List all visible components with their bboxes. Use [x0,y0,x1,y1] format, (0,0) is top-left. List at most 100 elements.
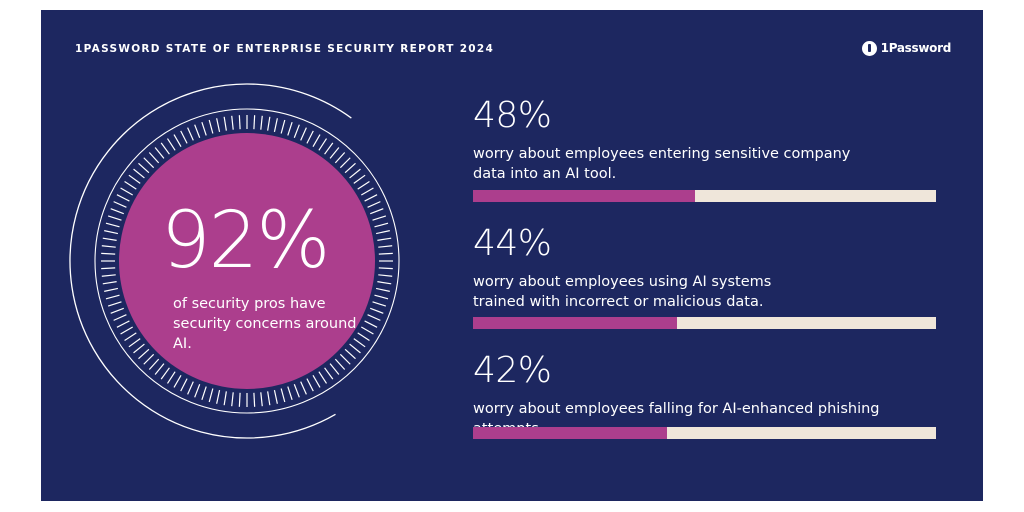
tick-mark [372,301,387,307]
tick-mark [187,381,194,395]
tick-mark [160,367,170,380]
tick-mark [128,338,141,348]
tick-mark [300,381,307,395]
tick-mark [102,237,117,241]
tick-mark [124,332,137,342]
tick-mark [253,115,256,130]
tick-mark [334,152,346,164]
tick-mark [361,187,374,196]
tick-mark [180,378,188,392]
tick-mark [378,267,393,270]
tick-mark [306,130,314,144]
tick-mark [344,162,356,174]
tick-mark [187,127,194,141]
tick-mark [143,353,155,365]
tick-mark [116,194,130,202]
tick-mark [238,115,241,130]
stat-3: 42% worry about employees falling for AI… [473,353,943,439]
tick-mark [120,187,133,196]
tick-mark [148,152,160,164]
tick-mark [329,363,340,375]
tick-mark [113,201,127,208]
stat-3-bar-fill [473,427,668,439]
tick-mark [110,307,124,314]
tick-mark [287,386,293,401]
tick-mark [378,252,393,255]
tick-mark [101,245,116,248]
tick-mark [260,392,263,407]
tick-mark [231,115,234,130]
tick-mark [329,147,340,159]
tick-mark [104,230,119,235]
tick-mark [120,326,133,335]
stat-2-percent: 44% [473,223,552,264]
tick-mark [374,294,389,300]
tick-mark [102,281,117,285]
stat-2-bar-fill [473,317,677,329]
tick-mark [377,237,392,241]
tick-mark [318,138,328,151]
tick-mark [173,375,182,388]
tick-mark [101,252,116,255]
tick-mark [375,287,390,292]
tick-mark [370,307,384,314]
tick-mark [133,168,145,179]
tick-mark [318,371,328,384]
tick-mark [238,392,241,407]
tick-mark [353,174,366,184]
tick-mark [374,222,389,228]
tick-mark [105,222,120,228]
tick-mark [306,378,314,392]
tick-mark [378,245,393,248]
tick-mark [367,201,381,208]
brand-name: 1Password [880,41,952,55]
tick-mark [364,320,378,328]
tick-mark [105,294,120,300]
tick-mark [267,391,271,406]
tick-mark [201,386,207,401]
tick-mark [361,326,374,335]
1password-logo-icon [861,40,877,56]
stat-2-description: worry about employees using AI systems t… [473,274,772,310]
tick-mark [267,116,271,131]
tick-mark [160,142,170,155]
tick-mark [324,367,334,380]
tick-mark [143,157,155,169]
tick-mark [154,147,165,159]
tick-mark [138,348,150,360]
tick-mark [324,142,334,155]
tick-mark [107,215,122,221]
tick-mark [148,358,160,370]
brand-logo: 1Password [861,39,952,57]
tick-mark [223,391,227,406]
stat-1: 48% worry about employees entering sensi… [473,98,943,184]
tick-mark [138,162,150,174]
stat-3-bar [473,427,936,439]
tick-mark [364,194,378,202]
tick-mark [372,215,387,221]
tick-mark [154,363,165,375]
infographic-panel: 1PASSWORD STATE OF ENTERPRISE SECURITY R… [41,10,983,501]
headline-caption: of security pros have security concerns … [173,296,357,352]
tick-mark [378,274,393,277]
stat-1-percent: 48% [473,95,552,136]
tick-mark [223,116,227,131]
tick-mark [280,388,286,403]
tick-mark [101,274,116,277]
stat-2-bar [473,317,936,329]
tick-mark [375,230,390,235]
tick-mark [166,371,176,384]
stat-1-bar [473,190,936,202]
tick-mark [208,119,214,134]
tick-mark [339,353,351,365]
tick-mark [349,168,361,179]
tick-mark [128,174,141,184]
tick-mark [208,388,214,403]
tick-mark [273,118,278,133]
tick-mark [334,358,346,370]
tick-mark [166,138,176,151]
tick-mark [107,301,122,307]
tick-mark [113,314,127,321]
tick-mark [312,134,321,147]
tick-mark [104,287,119,292]
